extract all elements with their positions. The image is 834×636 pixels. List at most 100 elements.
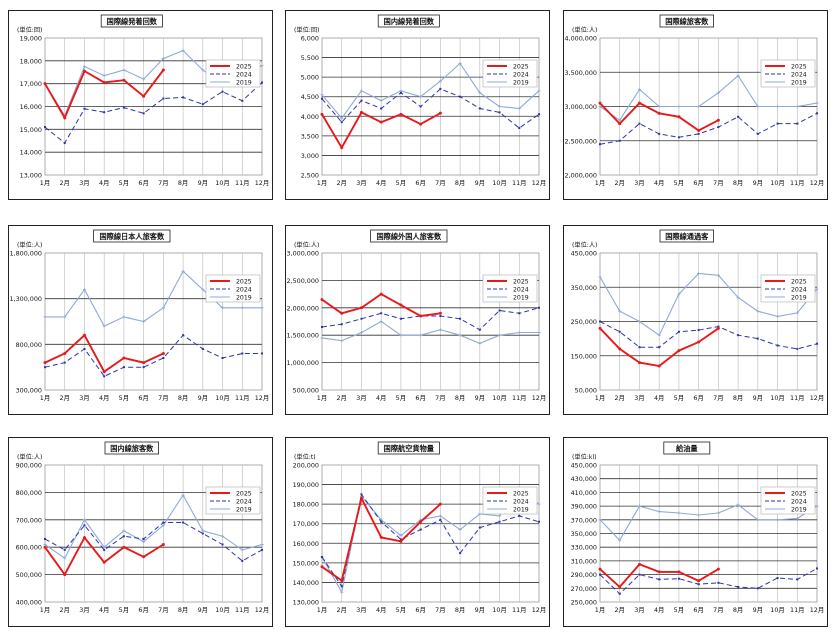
x-tick-label: 4月 — [99, 179, 109, 187]
x-tick-label: 6月 — [415, 606, 425, 614]
x-tick-label: 6月 — [693, 394, 703, 402]
data-point — [697, 271, 701, 276]
unit-label: (単位:人) — [572, 26, 597, 34]
data-point — [598, 518, 602, 522]
data-point — [142, 537, 145, 540]
x-tick-label: 4月 — [654, 179, 664, 187]
legend-label: 2025 — [513, 490, 529, 497]
data-point — [815, 287, 819, 291]
data-point — [43, 82, 47, 86]
data-point — [142, 555, 146, 559]
y-tick-label: 3,000,000 — [286, 250, 319, 258]
data-point — [497, 333, 502, 337]
x-tick-label: 7月 — [158, 179, 168, 187]
data-point — [458, 61, 462, 66]
x-tick-label: 10月 — [770, 394, 785, 402]
x-tick-label: 5月 — [674, 394, 684, 402]
data-point — [122, 78, 126, 82]
x-tick-label: 8月 — [178, 394, 188, 402]
x-tick-label: 3月 — [356, 394, 366, 402]
data-point — [756, 587, 759, 590]
x-tick-label: 9月 — [753, 606, 763, 614]
data-point — [677, 330, 680, 333]
data-point — [122, 356, 126, 360]
x-tick-label: 11月 — [512, 394, 527, 402]
data-point — [63, 573, 67, 577]
data-point — [716, 511, 720, 515]
data-point — [43, 315, 47, 319]
x-tick-label: 7月 — [713, 179, 723, 187]
data-point — [657, 509, 661, 514]
chart-title: 国際線通過客 — [665, 232, 709, 241]
x-tick-label: 3月 — [356, 179, 366, 187]
data-point — [815, 101, 819, 105]
y-tick-label: 140,000 — [293, 579, 319, 587]
data-point — [518, 312, 521, 315]
y-tick-label: 350,000 — [571, 530, 597, 538]
x-tick-label: 4月 — [654, 606, 664, 614]
y-tick-label: 16,000 — [20, 103, 42, 111]
data-point — [201, 68, 205, 72]
chart-panel: 2,500 3,000 3,500 4,000 4,500 5,000 5,500 6,000… — [285, 10, 550, 200]
unit-label: (単位:回) — [294, 26, 319, 34]
data-point — [599, 320, 601, 323]
plot-area — [321, 464, 540, 603]
data-point — [201, 529, 205, 533]
data-point — [717, 581, 720, 584]
data-point — [677, 577, 680, 580]
y-tick-label: 800,000 — [16, 489, 42, 497]
legend-label: 2025 — [513, 63, 529, 70]
data-point — [776, 577, 779, 580]
data-point — [658, 132, 661, 135]
chart-panel: 2,000,000 2,500,000 3,000,000 3,500,000 4,00… — [563, 10, 828, 200]
data-point — [775, 314, 780, 318]
y-tick-label: 430,000 — [571, 475, 597, 483]
legend-box — [482, 274, 538, 303]
data-point — [618, 139, 621, 142]
data-point — [756, 337, 759, 340]
x-tick-label: 10月 — [215, 179, 230, 187]
data-point — [657, 104, 661, 109]
data-point — [380, 312, 383, 315]
data-point — [677, 511, 681, 515]
unit-label: (単位:t) — [294, 453, 316, 461]
data-point — [340, 323, 343, 326]
x-tick-label: 6月 — [693, 179, 703, 187]
y-tick-label: 13,000 — [20, 172, 42, 180]
y-tick-label: 4,000 — [301, 113, 319, 121]
data-point — [637, 87, 642, 91]
data-point — [419, 95, 423, 99]
data-point — [638, 573, 641, 576]
x-tick-label: 11月 — [790, 179, 805, 187]
data-point — [43, 542, 47, 547]
legend-label: 2025 — [791, 278, 807, 285]
data-point — [82, 64, 87, 69]
plot-area — [44, 252, 263, 391]
x-tick-label: 4月 — [376, 179, 386, 187]
data-point — [63, 351, 67, 355]
data-point — [142, 361, 146, 365]
data-point — [517, 106, 521, 111]
x-tick-label: 1月 — [317, 179, 327, 187]
x-tick-label: 11月 — [235, 606, 250, 614]
x-tick-label: 6月 — [415, 179, 425, 187]
data-point — [599, 573, 601, 576]
data-point — [380, 107, 383, 110]
x-tick-label: 12月 — [810, 179, 825, 187]
legend-box — [205, 59, 261, 88]
y-tick-label: 14,000 — [20, 149, 42, 157]
chart-panel: 130,000 140,000 150,000 160,000 170,000 180,0… — [285, 437, 550, 627]
data-point — [181, 48, 185, 53]
x-tick-label: 4月 — [376, 394, 386, 402]
unit-label: (単位:回) — [17, 26, 42, 34]
data-point — [697, 132, 700, 135]
data-point — [161, 351, 165, 355]
data-point — [438, 514, 442, 518]
series-line-2024 — [44, 334, 262, 377]
data-point — [657, 364, 661, 368]
data-point — [379, 120, 383, 124]
chart-panel: 400,000 500,000 600,000 700,000 800,000 900,0… — [8, 437, 273, 627]
x-tick-label: 9月 — [753, 394, 763, 402]
data-point — [142, 319, 146, 324]
y-tick-label: 400,000 — [16, 599, 42, 607]
